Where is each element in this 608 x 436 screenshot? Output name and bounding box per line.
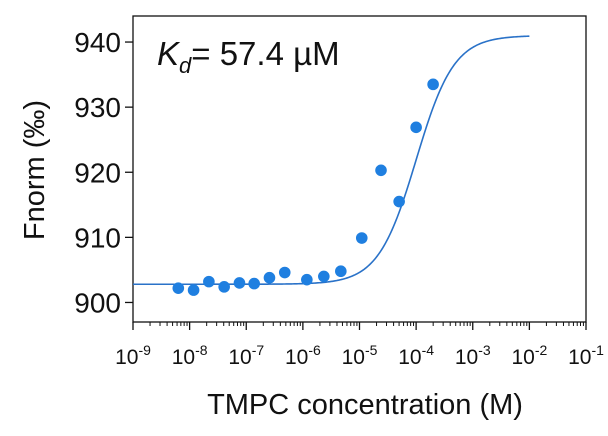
x-tick-label: 10-2	[511, 342, 547, 369]
data-point	[318, 270, 330, 283]
data-point	[248, 277, 260, 290]
data-point	[203, 275, 215, 288]
data-point	[427, 78, 439, 91]
kd-symbol: K	[157, 35, 181, 72]
x-tick-label: 10-6	[285, 342, 321, 369]
data-point	[187, 284, 200, 296]
data-point	[172, 282, 185, 294]
x-tick-label: 10-1	[568, 342, 604, 369]
data-points-group	[172, 78, 439, 296]
data-point	[375, 164, 387, 177]
y-tick-label: 910	[74, 222, 121, 253]
x-tick-label: 10-5	[342, 342, 378, 369]
y-tick-label: 900	[74, 287, 121, 318]
kd-subscript: d	[179, 53, 192, 78]
kd-annotation: Kd= 57.4 µM	[157, 35, 340, 78]
fit-curve-group	[133, 35, 530, 286]
data-point	[335, 265, 347, 278]
data-point	[410, 121, 422, 134]
x-tick-label: 10-7	[228, 342, 264, 369]
fit-curve	[133, 35, 530, 286]
x-tick-label: 10-9	[115, 342, 151, 369]
data-point	[218, 281, 230, 293]
y-tick-label: 920	[74, 157, 121, 188]
x-axis-title: TMPC concentration (M)	[207, 389, 523, 421]
y-tick-label: 940	[74, 27, 121, 58]
x-tick-label: 10-4	[398, 342, 434, 369]
data-point	[301, 273, 313, 286]
data-point	[355, 232, 368, 244]
y-axis-ticks: 900 910 920 930 940	[74, 27, 133, 318]
data-point	[233, 277, 246, 289]
data-point	[393, 195, 405, 208]
y-tick-label: 930	[74, 92, 121, 123]
x-tick-label: 10-8	[172, 342, 208, 369]
y-axis-title: Fnorm (‰)	[19, 100, 51, 240]
kd-value: = 57.4 µM	[191, 35, 339, 72]
data-point	[278, 266, 291, 279]
x-axis-ticks: 10-9 10-8 10-7 10-6 10-5 10-4 10-3 10-2 10-1	[115, 322, 604, 369]
data-point	[263, 271, 276, 284]
x-tick-label: 10-3	[455, 342, 491, 369]
